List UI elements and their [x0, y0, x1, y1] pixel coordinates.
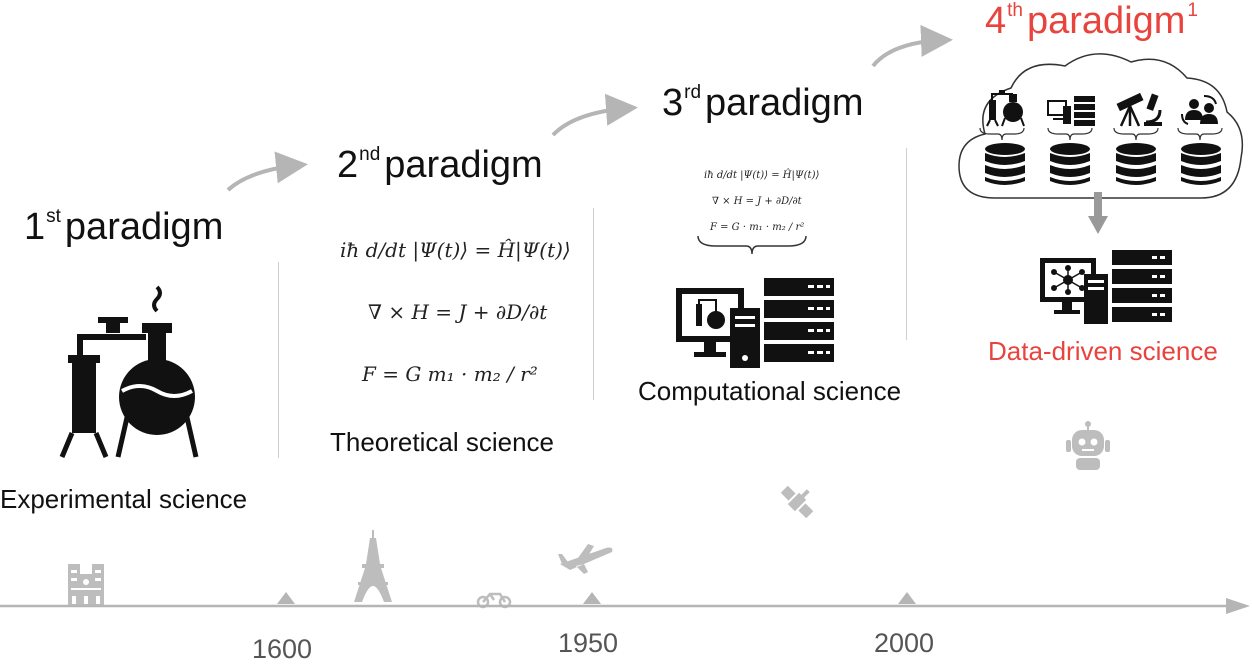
divider-1 — [278, 262, 279, 458]
paradigm-1-label: Experimental science — [0, 484, 248, 514]
timeline-tick-1950: 1950 — [558, 628, 619, 658]
database-icon — [1050, 143, 1090, 185]
timeline-marker-2000 — [898, 592, 916, 604]
satellite-icon — [780, 485, 814, 519]
computer-server-icon — [676, 278, 834, 368]
paradigm-3-label: Computational science — [638, 376, 902, 406]
arrow-1-to-2 — [226, 151, 308, 192]
data-cloud — [958, 53, 1244, 199]
paradigm-4-title: 4th paradigm 1 — [985, 0, 1198, 42]
timeline-marker-1950 — [583, 592, 601, 604]
paradigm-2-equation-2: ∇ × H = J + ∂D/∂t — [368, 300, 548, 324]
flask-apparatus-icon — [59, 285, 199, 458]
paradigm-2-equation-3: F = G m₁ · m₂ / r² — [362, 362, 538, 386]
flask-apparatus-icon — [986, 90, 1025, 127]
telescope-icon — [1116, 92, 1144, 127]
paradigm-3-equation-1: iħ d/dt |Ψ(t)⟩ = Ĥ|Ψ(t)⟩ — [704, 170, 820, 181]
timeline-tick-1600: 1600 — [252, 634, 313, 664]
data-source-braces — [979, 127, 1223, 141]
paradigm-2-label: Theoretical science — [330, 427, 554, 457]
paradigm-2-equation-1: iħ d/dt |Ψ(t)⟩ = Ĥ|Ψ(t)⟩ — [340, 238, 571, 262]
down-arrow — [1088, 192, 1108, 234]
timeline-tick-2000: 2000 — [874, 628, 935, 658]
divider-2 — [593, 208, 594, 400]
equations-brace — [697, 235, 807, 255]
divider-3 — [906, 148, 907, 340]
eiffel-tower-icon — [354, 530, 392, 602]
paradigm-2-title: 2nd paradigm — [337, 144, 543, 186]
arrow-2-to-3 — [551, 93, 638, 137]
microscope-icon — [1144, 93, 1162, 126]
airplane-icon — [558, 544, 613, 574]
paradigm-3-title: 3rd paradigm — [662, 82, 864, 124]
database-icon — [985, 143, 1025, 185]
robot-icon — [1066, 421, 1110, 470]
paradigm-4-label: Data-driven science — [988, 336, 1218, 366]
neural-network-icon — [1040, 250, 1172, 324]
paradigm-3-equation-3: F = G · m₁ · m₂ / r² — [710, 222, 805, 233]
paradigm-3-equation-2: ∇ × H = J + ∂D/∂t — [712, 196, 802, 207]
timeline-marker-1600 — [277, 592, 295, 604]
people-icon — [1181, 95, 1218, 125]
database-icon — [1181, 143, 1221, 185]
computer-server-icon — [1047, 96, 1095, 126]
arrow-3-to-4 — [871, 24, 953, 68]
notre-dame-icon — [68, 564, 104, 606]
paradigm-1-title: 1st paradigm — [24, 206, 224, 248]
timeline-axis — [0, 592, 1250, 614]
database-icon — [1116, 143, 1156, 185]
